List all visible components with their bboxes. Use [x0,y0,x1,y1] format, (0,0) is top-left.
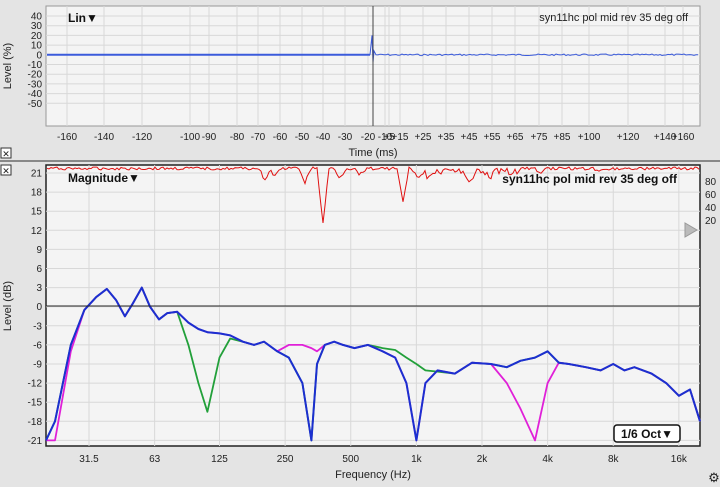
freq-x-axis-label: Frequency (Hz) [335,469,411,481]
freq-close-box[interactable] [0,164,12,176]
time-y-tick: 30 [31,21,43,32]
smoothing-dropdown-box[interactable] [613,424,681,443]
coherence-tick: 40 [705,203,717,214]
freq-x-tick: 125 [211,454,228,465]
time-trace-name: syn11hc pol mid rev 35 deg off [539,12,689,24]
time-x-tick: -40 [316,132,331,143]
freq-y-tick: -6 [33,340,42,351]
time-x-tick: -90 [202,132,217,143]
time-x-axis-label: Time (ms) [348,147,397,159]
freq-y-tick: 21 [31,169,43,180]
time-x-tick: +120 [617,132,640,143]
freq-x-tick: 2k [477,454,489,465]
time-y-tick: 0 [36,50,42,61]
time-x-tick: +5 [383,132,395,143]
freq-x-tick: 63 [149,454,161,465]
time-x-tick: +25 [415,132,432,143]
freq-y-tick: 6 [36,264,42,275]
time-y-tick: -20 [28,70,43,81]
freq-y-tick: 15 [31,207,43,218]
time-x-tick: +55 [484,132,501,143]
magnitude-trace-blue [45,286,701,442]
smoothing-dropdown[interactable]: 1/6 Oct▼ [621,427,673,441]
time-x-tick: -10 [378,132,393,143]
time-x-tick: -50 [295,132,310,143]
time-close-icon[interactable]: ✕ [2,149,10,159]
time-x-tick: -100 [180,132,200,143]
freq-y-tick: -15 [28,398,43,409]
time-x-tick: +65 [507,132,524,143]
time-x-tick: -20 [361,132,376,143]
freq-y-tick: -12 [28,379,43,390]
time-x-tick: +140 [654,132,677,143]
time-y-axis-label: Level (%) [2,43,14,89]
time-mode-dropdown[interactable]: Lin▼ [68,11,98,25]
coherence-tick: 20 [705,216,717,227]
freq-x-tick: 1k [411,454,423,465]
time-y-tick: -50 [28,99,43,110]
freq-y-tick: 12 [31,226,43,237]
impulse-trace [369,35,699,63]
time-x-tick: +75 [531,132,548,143]
coherence-tick: 80 [705,177,717,188]
time-x-tick: -30 [338,132,353,143]
freq-mode-dropdown[interactable]: Magnitude▼ [68,171,140,185]
freq-x-tick: 8k [608,454,620,465]
time-x-tick: -80 [230,132,245,143]
coherence-trace [46,166,700,224]
freq-x-tick: 31.5 [79,454,99,465]
time-y-tick: 40 [31,12,43,23]
freq-trace-name: syn11hc pol mid rev 35 deg off [502,172,678,186]
freq-x-tick: 16k [671,454,688,465]
time-x-tick: -160 [57,132,77,143]
time-y-tick: -10 [28,60,43,71]
time-x-tick: -60 [273,132,288,143]
time-close-box[interactable] [0,147,12,159]
freq-x-tick: 4k [542,454,554,465]
time-y-tick: 20 [31,31,43,42]
time-x-tick: +15 [392,132,409,143]
time-x-tick: +45 [461,132,478,143]
freq-y-tick: 9 [36,245,42,256]
freq-y-tick: 0 [36,302,42,313]
freq-y-tick: -9 [33,360,42,371]
freq-y-tick: 3 [36,283,42,294]
coherence-tick: 60 [705,190,717,201]
time-y-tick: -40 [28,89,43,100]
time-y-tick: 10 [31,41,43,52]
time-y-tick: -30 [28,79,43,90]
time-x-tick: +35 [438,132,455,143]
time-x-tick: +160 [672,132,695,143]
time-x-tick: +100 [578,132,601,143]
freq-y-tick: -3 [33,321,42,332]
freq-x-tick: 250 [277,454,294,465]
freq-y-tick: -18 [28,417,43,428]
freq-y-tick: 18 [31,188,43,199]
settings-gear-icon[interactable]: ⚙ [708,470,720,485]
time-x-tick: +85 [554,132,571,143]
freq-y-axis-label: Level (dB) [2,281,14,331]
freq-close-icon[interactable]: ✕ [2,166,10,176]
freq-x-tick: 500 [342,454,359,465]
freq-y-tick: -21 [28,436,43,447]
time-x-tick: -120 [132,132,152,143]
time-x-tick: -70 [251,132,266,143]
time-x-tick: -140 [94,132,114,143]
right-axis-scroll-arrow-icon[interactable] [684,222,698,238]
